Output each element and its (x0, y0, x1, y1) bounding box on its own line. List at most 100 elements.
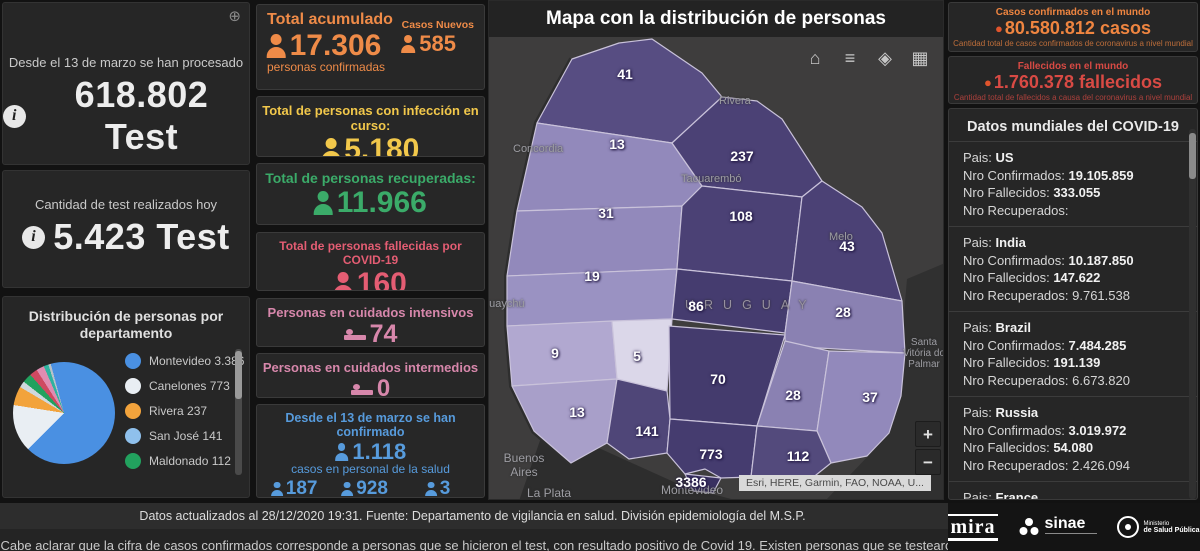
dept-value-treinta-y-tres: 28 (835, 304, 851, 320)
new-cases-value: 585 (419, 31, 456, 56)
dept-value-salto: 13 (609, 136, 625, 152)
world-cases-sub: Cantidad total de casos confirmados de c… (953, 39, 1193, 48)
pie-legend: Montevideo 3.386 Canelones 773 Rivera 23… (125, 353, 244, 478)
hospital-bed-icon (350, 382, 373, 397)
legend-icon[interactable]: ≡ (844, 48, 856, 68)
tests-processed-value: 618.802 Test (74, 74, 209, 157)
dept-value-tacuarembo: 108 (729, 208, 753, 224)
person-icon (425, 482, 437, 497)
place-label-melo: Melo (829, 231, 853, 243)
dept-value-canelones: 773 (699, 446, 723, 462)
country-block-us: Pais: US Nro Confirmados: 19.105.859 Nro… (949, 141, 1197, 226)
legend-swatch (125, 353, 141, 369)
layers-icon[interactable]: ◈ (878, 48, 892, 68)
country-recovered: 6.673.820 (1072, 372, 1130, 388)
map-panel: Mapa con la distribución de personas ⌂ ≡… (488, 0, 944, 500)
place-label-tacuarembo: Tacuarembó (681, 173, 742, 185)
msp-logo: Ministerio de Salud Pública (1116, 516, 1200, 538)
countries-scrollbar-thumb[interactable] (1189, 133, 1196, 179)
basemap-icon[interactable]: ▦ (911, 48, 929, 68)
dot-icon: ● (995, 21, 1003, 36)
countries-scrollbar[interactable] (1189, 129, 1196, 499)
active-cases-card: Total de personas con infección en curso… (256, 96, 485, 157)
legend-label: Maldonado (149, 454, 209, 468)
dept-colonia[interactable] (511, 378, 618, 464)
legend-label: Montevideo (149, 354, 212, 368)
person-icon (334, 272, 353, 290)
country-deaths: 54.080 (1053, 440, 1094, 455)
recovered-card: Total de personas recuperadas: 11.966 (256, 163, 485, 225)
legend-item: San José 141 (125, 428, 244, 444)
country-name: US (995, 150, 1014, 165)
legend-swatch (125, 378, 141, 394)
intermediate-care-value: 0 (376, 375, 391, 398)
tests-today-value: 5.423 Test (53, 216, 230, 257)
dept-value-rivera: 237 (730, 148, 754, 164)
legend-scrollbar[interactable] (235, 349, 242, 475)
world-cases-card: Casos confirmados en el mundo ● 80.580.81… (948, 2, 1198, 52)
place-label-santa-vitoria: Santa Vitória do Palmar (902, 337, 944, 370)
legend-value: 141 (202, 429, 223, 443)
health-personnel-title: Desde el 13 de marzo se han confirmado (285, 411, 456, 439)
dept-san-jose[interactable] (606, 378, 671, 460)
dept-montevideo[interactable] (684, 473, 722, 494)
health-personnel-value: 1.118 (352, 439, 407, 464)
world-deaths-card: Fallecidos en el mundo ● 1.760.378 fallec… (948, 56, 1198, 104)
health-personnel-card: Desde el 13 de marzo se han confirmado 1… (256, 404, 485, 498)
dept-soriano[interactable] (506, 320, 618, 387)
health-deaths-stat: 3 Fallecidos (425, 478, 470, 497)
hospital-bed-icon (343, 327, 366, 342)
country-deaths: 333.055 (1053, 185, 1101, 200)
country-block-russia: Pais: Russia Nro Confirmados: 3.019.972 … (949, 396, 1197, 481)
dept-maldonado[interactable] (750, 425, 832, 480)
footer-update-text: Datos actualizados al 28/12/2020 19:31. … (139, 509, 806, 523)
world-deaths-sub: Cantidad total de fallecidos a causa del… (953, 93, 1193, 102)
dept-paysandu[interactable] (506, 205, 683, 277)
zoom-out-button[interactable]: − (915, 449, 941, 475)
country-confirmed: 10.187.850 (1068, 252, 1134, 268)
dept-value-maldonado: 112 (786, 448, 810, 464)
accumulated-sub: personas confirmadas (267, 60, 386, 74)
sinae-logo: sinae (1018, 515, 1097, 538)
place-label-rivera: Rivera (719, 95, 751, 107)
country-confirmed: 3.019.972 (1068, 422, 1127, 438)
info-icon: i (3, 104, 26, 128)
legend-value: 112 (211, 454, 231, 468)
person-icon (314, 191, 333, 214)
map-title: Mapa con la distribución de personas (546, 8, 886, 29)
pie-chart (13, 362, 115, 464)
recovered-value: 11.966 (336, 186, 427, 219)
country-confirmed: 7.484.285 (1068, 337, 1127, 353)
intermediate-care-title: Personas en cuidados intermedios (262, 360, 479, 375)
deaths-title: Total de personas fallecidas por COVID-1… (279, 239, 462, 267)
uruguay-choropleth-map[interactable] (489, 1, 944, 500)
tests-today-panel: Cantidad de test realizados hoy i 5.423 … (2, 170, 250, 288)
legend-label: Rivera (149, 404, 184, 418)
person-icon (341, 482, 353, 497)
footer-note-bar: Cabe aclarar que la cifra de casos confi… (0, 529, 1200, 551)
dept-tacuarembo[interactable] (676, 185, 803, 282)
tests-processed-panel: ⊕ Desde el 13 de marzo se han procesado … (2, 2, 250, 165)
country-recovered: 2.426.094 (1072, 457, 1130, 473)
map-toolbar: ⌂ ≡ ◈ ▦ (804, 47, 931, 69)
legend-item: Maldonado 112 (125, 453, 244, 469)
panel-expand-icon[interactable]: ⊕ (228, 8, 241, 25)
footer-logos: mira sinae Ministerio de Salud Pública (948, 503, 1200, 551)
deaths-value: 160 (356, 267, 407, 291)
dept-value-lavalleja: 28 (785, 387, 801, 403)
tests-today-label: Cantidad de test realizados hoy (34, 197, 218, 212)
health-active-stat: 187 Activos (271, 478, 318, 497)
country-name: Brazil (995, 320, 1031, 335)
legend-item: Canelones 773 (125, 378, 244, 394)
zoom-in-button[interactable]: + (915, 421, 941, 447)
home-icon[interactable]: ⌂ (809, 48, 821, 68)
legend-scrollbar-thumb[interactable] (235, 351, 242, 399)
footer-note-text: Cabe aclarar que la cifra de casos confi… (0, 538, 960, 551)
health-recovered-stat: 928 Recuperados (341, 478, 400, 497)
country-name: India (995, 235, 1026, 250)
world-countries-panel: Datos mundiales del COVID-19 Pais: US Nr… (948, 108, 1198, 500)
legend-swatch (125, 403, 141, 419)
dept-treinta-y-tres[interactable] (784, 280, 906, 354)
new-cases-label: Casos Nuevos (401, 19, 474, 31)
